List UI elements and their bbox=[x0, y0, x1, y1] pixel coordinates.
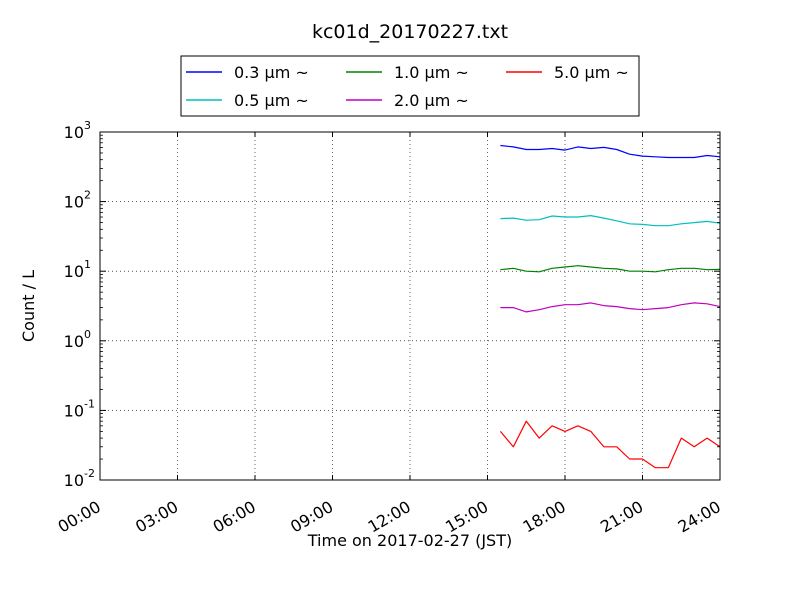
legend-label-4: 5.0 μm ~ bbox=[554, 63, 629, 82]
series-line-0 bbox=[500, 144, 721, 159]
y-tick-base: 10 bbox=[64, 401, 84, 420]
y-tick-label: 10 2 bbox=[64, 189, 91, 212]
y-tick-exponent: 2 bbox=[84, 189, 91, 202]
series-line-4 bbox=[499, 420, 721, 469]
legend: 0.3 μm ~ 1.0 μm ~ 5.0 μm ~ 0.5 μm ~ 2.0 μm ~ bbox=[180, 55, 640, 117]
axis-ticks bbox=[99, 131, 721, 481]
series-group bbox=[499, 144, 721, 469]
legend-label-1: 0.5 μm ~ bbox=[234, 91, 309, 110]
y-tick-base: 10 bbox=[64, 262, 84, 281]
grid-lines bbox=[100, 132, 720, 480]
y-tick-exponent: -1 bbox=[84, 397, 95, 410]
y-tick-base: 10 bbox=[64, 193, 84, 212]
y-tick-exponent: 1 bbox=[84, 258, 91, 271]
y-tick-label: 10 -1 bbox=[64, 397, 95, 420]
y-axis-label: Count / L bbox=[19, 270, 38, 342]
y-tick-base: 10 bbox=[64, 471, 84, 490]
series-line-1 bbox=[500, 215, 721, 227]
series-line-3 bbox=[500, 302, 721, 313]
y-tick-label: 10 3 bbox=[64, 119, 91, 142]
legend-label-3: 2.0 μm ~ bbox=[394, 91, 469, 110]
y-tick-label: 10 -2 bbox=[64, 467, 95, 490]
y-tick-base: 10 bbox=[64, 123, 84, 142]
chart-title: kc01d_20170227.txt bbox=[312, 21, 508, 43]
y-tick-exponent: 3 bbox=[84, 119, 91, 132]
y-tick-base: 10 bbox=[64, 332, 84, 351]
legend-box bbox=[180, 55, 640, 117]
legend-label-2: 1.0 μm ~ bbox=[394, 63, 469, 82]
y-tick-label: 10 1 bbox=[64, 258, 91, 281]
y-tick-label: 10 0 bbox=[64, 328, 91, 351]
series-line-2 bbox=[500, 265, 721, 273]
y-tick-exponent: -2 bbox=[84, 467, 95, 480]
y-tick-exponent: 0 bbox=[84, 328, 91, 341]
x-axis-label: Time on 2017-02-27 (JST) bbox=[307, 531, 512, 550]
legend-label-0: 0.3 μm ~ bbox=[234, 63, 309, 82]
